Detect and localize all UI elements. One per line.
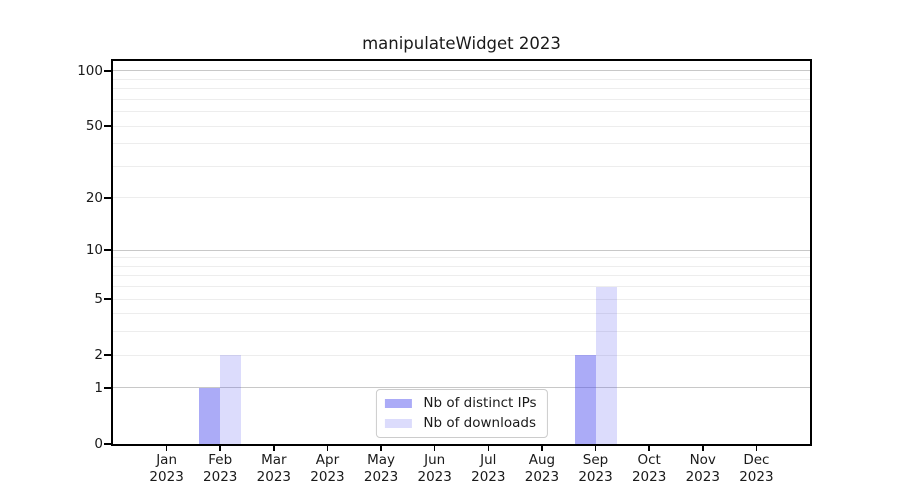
y-gridline-minor-90 (113, 78, 810, 80)
y-gridline-minor-70 (113, 98, 810, 100)
legend: Nb of distinct IPs Nb of downloads (375, 389, 548, 438)
legend-item-downloads: Nb of downloads (384, 415, 536, 432)
legend-item-distinct-ips: Nb of distinct IPs (384, 395, 537, 412)
x-tick-label-aug: Aug 2023 (510, 452, 574, 486)
x-tick-jul (487, 446, 490, 451)
legend-swatch-downloads (384, 419, 412, 428)
y-gridline-minor-60 (113, 111, 810, 113)
x-label-year: 2023 (149, 469, 184, 485)
x-label-month: Dec (743, 452, 770, 468)
x-tick-jun (433, 446, 436, 451)
x-label-month: Jan (156, 452, 178, 468)
y-tick-label-50: 50 (85, 118, 103, 135)
x-tick-dec (755, 446, 758, 451)
x-tick-apr (326, 446, 329, 451)
y-tick-10 (104, 249, 111, 251)
x-tick-label-may: May 2023 (349, 452, 413, 486)
y-gridline-minor-9 (113, 257, 810, 259)
y-gridline-minor-80 (113, 88, 810, 90)
y-tick-label-0: 0 (94, 436, 103, 452)
x-tick-feb (219, 446, 221, 451)
y-tick-label-10: 10 (85, 242, 103, 259)
y-tick-50 (104, 125, 111, 127)
x-tick-mar (273, 446, 275, 451)
y-gridline-minor-4 (113, 313, 810, 315)
x-label-month: May (367, 452, 396, 468)
y-gridline-minor-20 (113, 197, 810, 199)
y-gridline-minor-5 (113, 298, 810, 300)
x-label-month: Nov (689, 452, 716, 468)
y-tick-100 (104, 70, 111, 72)
y-tick-20 (104, 197, 111, 199)
y-gridline-minor-7 (113, 275, 810, 277)
x-tick-may (380, 446, 382, 451)
y-gridline-major-10 (113, 249, 810, 251)
x-tick-label-nov: Nov 2023 (671, 452, 735, 486)
y-tick-1 (104, 387, 111, 389)
x-label-year: 2023 (685, 469, 720, 485)
y-gridline-minor-6 (113, 286, 810, 288)
legend-label-distinct-ips: Nb of distinct IPs (423, 395, 537, 411)
x-tick-label-jan: Jan 2023 (135, 452, 199, 486)
x-tick-sep (594, 446, 597, 451)
x-tick-label-sep: Sep 2023 (564, 452, 628, 486)
bar-sep-distinct-ips (574, 355, 596, 444)
grid-layer (113, 61, 810, 444)
y-tick-label-20: 20 (85, 189, 103, 206)
y-gridline-major-100 (113, 70, 810, 72)
x-tick-label-mar: Mar 2023 (242, 452, 306, 486)
y-tick-2 (104, 354, 111, 356)
x-label-month: Feb (208, 452, 233, 468)
y-gridline-minor-40 (113, 143, 810, 145)
x-label-year: 2023 (363, 469, 399, 485)
y-gridline-minor-50 (113, 125, 810, 127)
x-label-year: 2023 (310, 469, 345, 485)
y-tick-5 (104, 298, 111, 300)
x-label-month: Mar (261, 452, 287, 468)
x-tick-aug (541, 446, 543, 451)
x-label-year: 2023 (578, 469, 613, 485)
y-tick-label-1: 1 (94, 379, 103, 396)
y-tick-label-100: 100 (77, 62, 103, 79)
x-tick-label-jul: Jul 2023 (456, 452, 520, 486)
x-label-year: 2023 (203, 469, 238, 485)
bar-feb-distinct-ips (199, 387, 221, 444)
legend-swatch-distinct-ips (384, 399, 412, 408)
x-tick-label-jun: Jun 2023 (403, 452, 467, 486)
y-gridline-minor-8 (113, 265, 810, 267)
chart-title: manipulateWidget 2023 (362, 34, 561, 53)
x-label-year: 2023 (524, 469, 560, 485)
x-label-month: Apr (315, 452, 340, 468)
x-tick-label-feb: Feb 2023 (188, 452, 252, 486)
x-label-month: Oct (637, 452, 661, 468)
x-label-year: 2023 (256, 469, 292, 485)
y-gridline-major-1 (113, 387, 810, 389)
x-label-year: 2023 (631, 469, 667, 485)
y-tick-0 (104, 443, 111, 445)
x-label-month: Jun (424, 452, 446, 468)
bar-layer (113, 61, 810, 444)
y-gridline-minor-3 (113, 331, 810, 333)
x-tick-oct (648, 446, 650, 451)
y-gridline-minor-2 (113, 354, 810, 356)
x-tick-label-apr: Apr 2023 (295, 452, 359, 486)
plot-area: Nb of distinct IPs Nb of downloads (111, 59, 812, 446)
x-tick-label-dec: Dec 2023 (724, 452, 788, 486)
x-tick-label-oct: Oct 2023 (617, 452, 681, 486)
y-tick-label-2: 2 (94, 347, 103, 364)
legend-label-downloads: Nb of downloads (423, 415, 536, 431)
x-label-year: 2023 (739, 469, 774, 485)
x-label-year: 2023 (471, 469, 506, 485)
x-label-month: Jul (480, 452, 497, 468)
y-gridline-minor-30 (113, 165, 810, 167)
bar-feb-downloads (220, 355, 242, 444)
bar-sep-downloads (595, 286, 617, 444)
x-label-year: 2023 (417, 469, 452, 485)
x-label-month: Sep (582, 452, 609, 468)
x-tick-nov (702, 446, 704, 451)
y-tick-label-5: 5 (94, 291, 103, 308)
x-tick-jan (165, 446, 168, 451)
x-label-month: Aug (528, 452, 556, 468)
